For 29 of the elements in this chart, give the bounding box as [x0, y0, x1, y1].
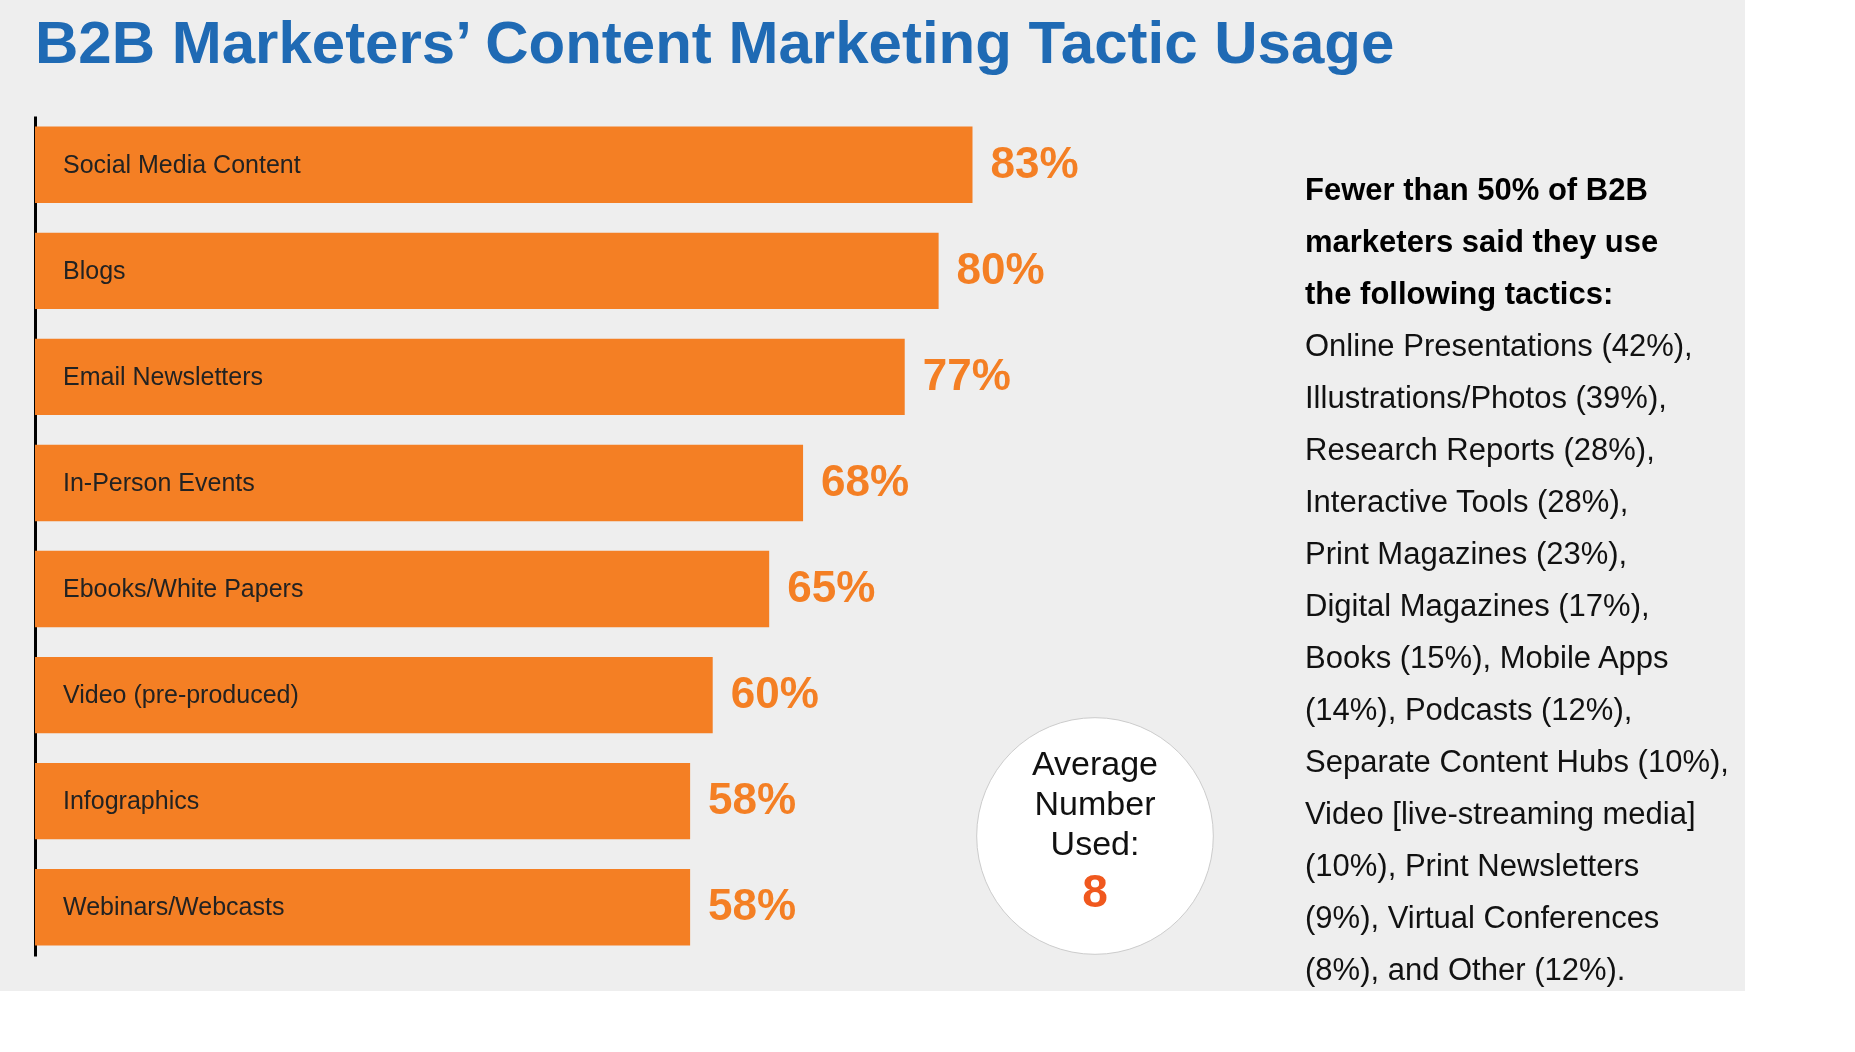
data-label: 83% [990, 137, 1079, 187]
y-tick-label: Ebooks/White Papers [63, 574, 304, 603]
data-label: 65% [787, 562, 876, 612]
data-label: 58% [708, 880, 797, 930]
bar [35, 869, 691, 946]
y-tick-label: Blogs [63, 255, 126, 284]
bar [35, 126, 973, 203]
y-tick-label: Social Media Content [63, 149, 301, 178]
bar [35, 338, 905, 416]
data-label: 58% [708, 774, 797, 824]
bar [35, 444, 804, 522]
data-label: 68% [821, 455, 910, 505]
y-tick-label: Infographics [63, 786, 200, 815]
bar [35, 762, 691, 840]
data-label: 60% [730, 668, 819, 718]
data-label: 80% [956, 243, 1045, 293]
text: Online Presentations (42%), Illustrations/Photos (39%), Research Reports (28%), Interactive Tools (28%), Print Magazines (23%), Digital Magazines (17%), Books (15%), Mobile Apps (14%), Podcasts (12%), Separate Content Hubs (10%), Video [live-streaming media] (10%), Print Newsletters (9%), Virtual Conferences (8%), and Other (12%). [1305, 328, 1729, 987]
chart-title: B2B Marketers’ Content Marketing Tactic Usage [35, 9, 1395, 76]
text: Fewer than 50% of B2B marketers said they use the following tactics: [1305, 172, 1659, 311]
y-tick-label: In-Person Events [63, 467, 255, 496]
data-label: 77% [922, 349, 1011, 399]
bar [35, 232, 939, 310]
y-tick-label: Email Newsletters [63, 361, 264, 390]
text: 8 [1082, 865, 1108, 917]
bar [35, 656, 713, 734]
y-tick-label: Video (pre-produced) [63, 680, 299, 709]
bar [35, 550, 770, 628]
text: Average Number Used: [1031, 744, 1159, 862]
y-tick-label: Webinars/Webcasts [63, 892, 285, 921]
